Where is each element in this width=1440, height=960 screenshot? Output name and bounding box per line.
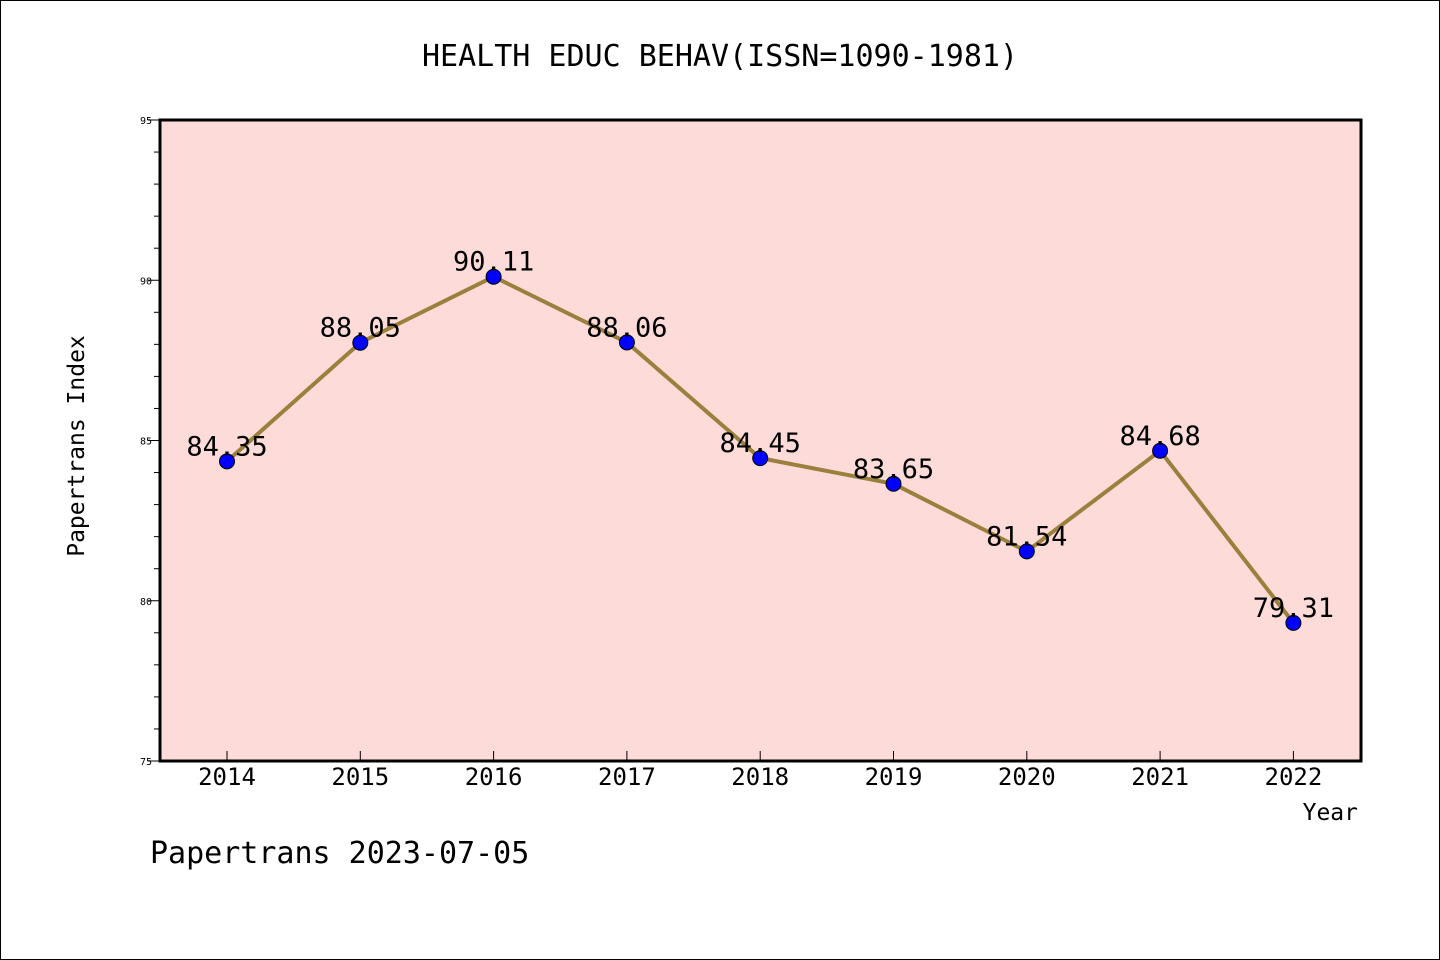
x-tick-label: 2014 bbox=[198, 763, 256, 791]
x-tick-label: 2022 bbox=[1265, 763, 1323, 791]
data-label: 84.68 bbox=[1119, 421, 1200, 452]
x-tick-label: 2019 bbox=[865, 763, 923, 791]
y-tick-label: 75 bbox=[140, 757, 152, 768]
data-point bbox=[752, 450, 769, 467]
data-point bbox=[1018, 543, 1035, 560]
plot-area bbox=[160, 120, 1361, 761]
y-tick-label: 85 bbox=[140, 437, 152, 448]
data-point bbox=[1152, 442, 1169, 459]
y-axis-label: Papertrans Index bbox=[64, 335, 90, 557]
data-label: 79.31 bbox=[1253, 593, 1334, 624]
x-tick-label: 2016 bbox=[465, 763, 523, 791]
x-tick-label: 2018 bbox=[731, 763, 789, 791]
data-label: 90.11 bbox=[453, 247, 534, 278]
x-axis-ticks: 2014 2015 2016 2017 2018 2019 2020 2021 2022 bbox=[198, 751, 1322, 791]
series-markers bbox=[219, 268, 1302, 631]
chart-title: HEALTH EDUC BEHAV(ISSN=1090-1981) bbox=[422, 39, 1018, 74]
x-tick-label: 2015 bbox=[331, 763, 389, 791]
data-point bbox=[1285, 614, 1302, 631]
data-label: 84.45 bbox=[720, 428, 801, 459]
data-label: 88.06 bbox=[586, 312, 667, 343]
data-label: 81.54 bbox=[986, 521, 1067, 552]
data-labels: 84.35 88.05 90.11 88.06 84.45 83.65 81.54 84.68… bbox=[186, 247, 1334, 624]
footer-caption: Papertrans 2023-07-05 bbox=[150, 836, 529, 871]
x-tick-label: 2021 bbox=[1131, 763, 1189, 791]
data-label: 88.05 bbox=[320, 313, 401, 344]
y-axis-ticks: 75 80 85 90 95 bbox=[140, 116, 160, 768]
data-point bbox=[885, 475, 902, 492]
x-axis-label: Year bbox=[1303, 800, 1358, 826]
y-tick-label: 95 bbox=[140, 116, 152, 127]
plot-frame bbox=[158, 118, 1363, 763]
x-tick-label: 2020 bbox=[998, 763, 1056, 791]
y-tick-label: 80 bbox=[140, 597, 152, 608]
data-label: 83.65 bbox=[853, 454, 934, 485]
data-point bbox=[352, 334, 369, 351]
data-point bbox=[485, 268, 502, 285]
data-label: 84.35 bbox=[186, 431, 267, 462]
data-point bbox=[618, 334, 635, 351]
data-point bbox=[219, 453, 235, 470]
y-tick-label: 90 bbox=[140, 276, 152, 287]
x-tick-label: 2017 bbox=[598, 763, 656, 791]
